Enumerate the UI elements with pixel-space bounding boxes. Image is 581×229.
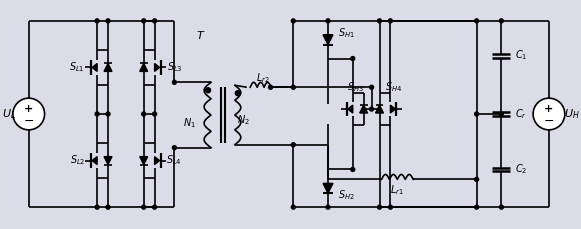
Circle shape (106, 205, 110, 209)
Text: $S_{\mathit{H4}}$: $S_{\mathit{H4}}$ (385, 80, 402, 94)
Text: $C_1$: $C_1$ (515, 49, 528, 63)
Circle shape (291, 85, 295, 89)
Circle shape (500, 205, 503, 209)
Circle shape (142, 19, 146, 23)
Polygon shape (323, 35, 333, 45)
Circle shape (351, 167, 355, 172)
Circle shape (326, 205, 330, 209)
Circle shape (326, 19, 330, 23)
Text: $C_2$: $C_2$ (515, 163, 528, 176)
Polygon shape (348, 105, 353, 113)
Circle shape (370, 85, 374, 89)
Circle shape (533, 98, 565, 130)
Circle shape (378, 205, 382, 209)
Text: $L_{r2}$: $L_{r2}$ (256, 71, 270, 85)
Text: $S_{H2}$: $S_{H2}$ (338, 188, 355, 202)
Polygon shape (390, 105, 395, 113)
Text: $N_2$: $N_2$ (237, 113, 250, 127)
Circle shape (95, 19, 99, 23)
Polygon shape (92, 157, 97, 165)
Polygon shape (104, 63, 112, 71)
Text: $L_{r1}$: $L_{r1}$ (390, 183, 404, 197)
Circle shape (13, 98, 45, 130)
Circle shape (389, 205, 392, 209)
Polygon shape (375, 105, 383, 113)
Circle shape (291, 143, 295, 147)
Text: $S_{\mathit{L3}}$: $S_{\mathit{L3}}$ (167, 60, 182, 74)
Text: $C_r$: $C_r$ (515, 107, 527, 121)
Circle shape (173, 146, 177, 150)
Circle shape (153, 205, 156, 209)
Text: $S_{\mathit{H3}}$: $S_{\mathit{H3}}$ (347, 80, 364, 94)
Text: $T$: $T$ (196, 29, 206, 41)
Text: $S_{\mathit{L4}}$: $S_{\mathit{L4}}$ (166, 154, 182, 167)
Circle shape (153, 112, 156, 116)
Polygon shape (360, 105, 368, 113)
Polygon shape (104, 157, 112, 165)
Circle shape (206, 88, 210, 93)
Circle shape (95, 205, 99, 209)
Circle shape (95, 112, 99, 116)
Text: $N_1$: $N_1$ (183, 116, 196, 130)
Circle shape (291, 19, 295, 23)
Circle shape (475, 112, 479, 116)
Circle shape (268, 85, 272, 89)
Circle shape (475, 19, 479, 23)
Circle shape (370, 107, 374, 111)
Polygon shape (323, 183, 333, 193)
Text: +: + (544, 104, 554, 114)
Circle shape (475, 177, 479, 181)
Circle shape (351, 57, 355, 60)
Text: $U_L$: $U_L$ (2, 107, 16, 121)
Circle shape (106, 112, 110, 116)
Text: $S_{\mathit{L1}}$: $S_{\mathit{L1}}$ (70, 60, 85, 74)
Text: −: − (23, 114, 34, 128)
Polygon shape (155, 63, 160, 71)
Circle shape (235, 91, 241, 96)
Circle shape (173, 80, 177, 84)
Polygon shape (139, 157, 148, 165)
Circle shape (500, 112, 503, 116)
Circle shape (378, 19, 382, 23)
Circle shape (475, 205, 479, 209)
Text: $S_{\mathit{L2}}$: $S_{\mathit{L2}}$ (70, 154, 85, 167)
Circle shape (142, 112, 146, 116)
Polygon shape (139, 63, 148, 71)
Text: $U_H$: $U_H$ (564, 107, 580, 121)
Text: +: + (24, 104, 33, 114)
Circle shape (291, 205, 295, 209)
Circle shape (153, 19, 156, 23)
Circle shape (142, 205, 146, 209)
Circle shape (389, 19, 392, 23)
Text: −: − (544, 114, 554, 128)
Circle shape (500, 19, 503, 23)
Polygon shape (92, 63, 97, 71)
Text: $S_{H1}$: $S_{H1}$ (338, 26, 355, 40)
Polygon shape (155, 157, 160, 165)
Circle shape (106, 19, 110, 23)
